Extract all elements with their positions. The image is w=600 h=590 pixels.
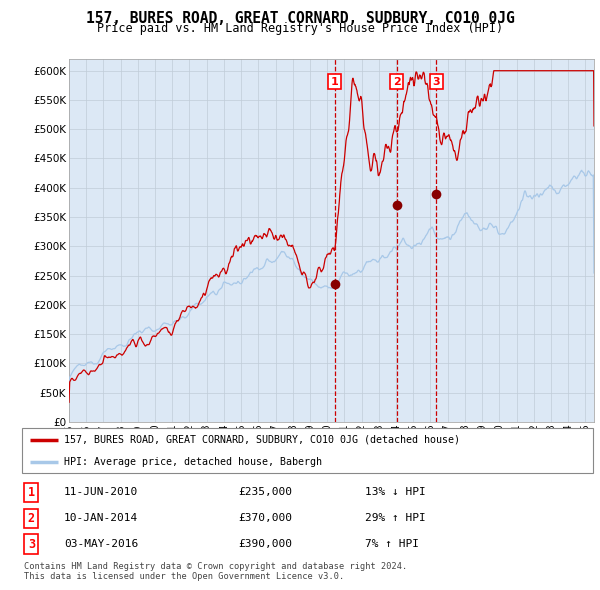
Text: 29% ↑ HPI: 29% ↑ HPI [365, 513, 425, 523]
Text: 13% ↓ HPI: 13% ↓ HPI [365, 487, 425, 497]
Text: 3: 3 [28, 537, 35, 550]
Text: £390,000: £390,000 [239, 539, 293, 549]
Text: 3: 3 [433, 77, 440, 87]
Text: This data is licensed under the Open Government Licence v3.0.: This data is licensed under the Open Gov… [24, 572, 344, 581]
Text: 10-JAN-2014: 10-JAN-2014 [64, 513, 138, 523]
Text: HPI: Average price, detached house, Babergh: HPI: Average price, detached house, Babe… [64, 457, 322, 467]
Text: £370,000: £370,000 [239, 513, 293, 523]
Text: 11-JUN-2010: 11-JUN-2010 [64, 487, 138, 497]
Text: 157, BURES ROAD, GREAT CORNARD, SUDBURY, CO10 0JG (detached house): 157, BURES ROAD, GREAT CORNARD, SUDBURY,… [64, 435, 460, 445]
Text: 2: 2 [392, 77, 400, 87]
FancyBboxPatch shape [22, 428, 593, 474]
Text: Price paid vs. HM Land Registry's House Price Index (HPI): Price paid vs. HM Land Registry's House … [97, 22, 503, 35]
Text: £235,000: £235,000 [239, 487, 293, 497]
Text: 2: 2 [28, 512, 35, 525]
Text: Contains HM Land Registry data © Crown copyright and database right 2024.: Contains HM Land Registry data © Crown c… [24, 562, 407, 571]
Text: 1: 1 [28, 486, 35, 499]
Text: 157, BURES ROAD, GREAT CORNARD, SUDBURY, CO10 0JG: 157, BURES ROAD, GREAT CORNARD, SUDBURY,… [86, 11, 514, 25]
Text: 1: 1 [331, 77, 338, 87]
Text: 03-MAY-2016: 03-MAY-2016 [64, 539, 138, 549]
Text: 7% ↑ HPI: 7% ↑ HPI [365, 539, 419, 549]
